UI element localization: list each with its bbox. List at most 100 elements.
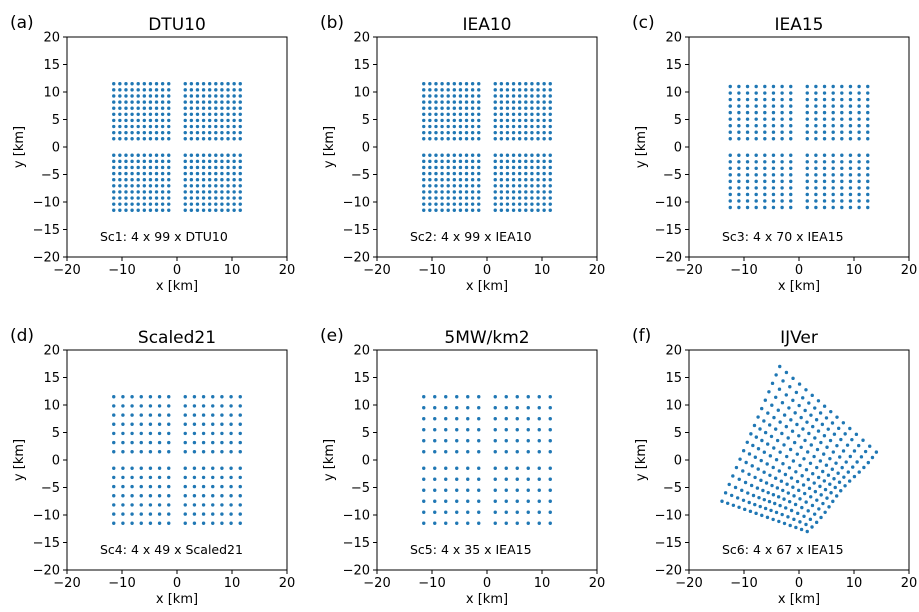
turbine-point xyxy=(464,100,469,104)
y-tick-label: −10 xyxy=(33,509,60,524)
turbine-point xyxy=(183,159,187,164)
turbine-point xyxy=(195,112,200,117)
turbine-point xyxy=(139,466,143,470)
turbine-point xyxy=(789,153,793,157)
turbine-point xyxy=(464,88,469,92)
x-tick-label: −20 xyxy=(53,576,80,591)
turbine-point xyxy=(493,488,497,492)
turbine-point xyxy=(470,202,475,206)
turbine-point xyxy=(201,404,206,408)
turbine-point xyxy=(776,408,780,412)
turbine-point xyxy=(526,428,530,432)
turbine-point xyxy=(112,137,116,141)
turbine-point xyxy=(759,458,763,463)
turbine-point xyxy=(828,438,833,443)
turbine-point xyxy=(766,490,770,495)
turbine-point xyxy=(511,118,516,123)
turbine-point xyxy=(530,177,534,182)
turbine-point xyxy=(434,112,438,117)
turbine-point xyxy=(192,413,197,417)
turbine-point xyxy=(767,499,772,504)
turbine-point xyxy=(112,450,116,454)
turbine-point xyxy=(763,84,767,89)
turbine-point xyxy=(493,177,497,182)
turbine-point xyxy=(536,106,540,110)
turbine-point xyxy=(201,153,206,157)
turbine-point xyxy=(857,104,861,108)
turbine-point xyxy=(167,466,171,470)
turbine-point xyxy=(189,100,194,104)
turbine-point xyxy=(800,474,804,478)
turbine-point xyxy=(754,205,758,210)
turbine-point xyxy=(792,517,796,522)
turbine-point xyxy=(780,104,784,108)
turbine-point xyxy=(816,399,821,403)
turbine-point xyxy=(745,166,750,171)
turbine-point xyxy=(511,196,516,200)
turbine-point xyxy=(220,404,224,408)
turbine-point xyxy=(840,130,844,134)
turbine-point xyxy=(207,100,212,104)
turbine-point xyxy=(517,190,522,194)
turbine-point xyxy=(524,130,528,135)
turbine-point xyxy=(822,434,827,438)
turbine-point xyxy=(118,177,122,182)
turbine-point xyxy=(831,137,835,141)
turbine-point xyxy=(807,401,811,405)
turbine-point xyxy=(136,100,140,104)
turbine-point xyxy=(737,84,741,89)
turbine-point xyxy=(530,94,534,98)
turbine-point xyxy=(743,480,748,485)
turbine-point xyxy=(470,184,475,188)
turbine-point xyxy=(220,484,224,489)
turbine-point xyxy=(226,171,230,176)
turbine-point xyxy=(464,177,469,182)
turbine-point xyxy=(220,196,224,200)
turbine-point xyxy=(148,82,153,86)
turbine-point xyxy=(428,124,432,129)
turbine-point xyxy=(524,137,528,141)
turbine-point xyxy=(124,202,128,206)
turbine-point xyxy=(214,165,218,170)
turbine-point xyxy=(530,137,534,141)
turbine-point xyxy=(154,184,159,188)
turbine-point xyxy=(857,160,861,164)
turbine-point xyxy=(782,413,787,417)
scatter-series xyxy=(422,395,552,525)
turbine-point xyxy=(130,118,134,123)
turbine-point xyxy=(440,124,444,129)
turbine-point xyxy=(121,395,125,399)
turbine-point xyxy=(464,82,469,86)
turbine-point xyxy=(809,495,813,499)
turbine-point xyxy=(812,481,816,485)
turbine-point xyxy=(537,428,541,432)
turbine-point xyxy=(167,196,171,200)
turbine-point xyxy=(148,422,153,426)
turbine-point xyxy=(517,106,522,110)
turbine-point xyxy=(840,179,844,184)
turbine-point xyxy=(167,404,171,408)
turbine-point xyxy=(524,82,528,86)
turbine-point xyxy=(537,510,541,514)
turbine-point xyxy=(499,184,504,188)
turbine-point xyxy=(536,202,540,206)
turbine-point xyxy=(773,501,777,506)
turbine-point xyxy=(787,406,791,410)
turbine-point xyxy=(771,117,776,121)
turbine-point xyxy=(160,100,165,104)
turbine-point xyxy=(232,171,236,176)
turbine-point xyxy=(548,171,552,176)
turbine-point xyxy=(822,205,827,210)
turbine-point xyxy=(536,94,540,98)
turbine-point xyxy=(517,130,522,135)
turbine-point xyxy=(458,165,463,170)
turbine-point xyxy=(238,112,242,117)
turbine-point xyxy=(477,159,481,164)
turbine-point xyxy=(499,208,504,212)
turbine-point xyxy=(214,184,218,188)
turbine-point xyxy=(548,450,552,454)
turbine-point xyxy=(201,202,206,206)
